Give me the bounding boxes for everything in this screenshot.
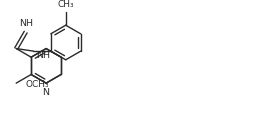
Text: N: N <box>42 88 49 97</box>
Text: NH: NH <box>20 19 34 28</box>
Text: CH₃: CH₃ <box>57 0 74 9</box>
Text: NH: NH <box>36 51 50 60</box>
Text: OCH₃: OCH₃ <box>25 80 49 90</box>
